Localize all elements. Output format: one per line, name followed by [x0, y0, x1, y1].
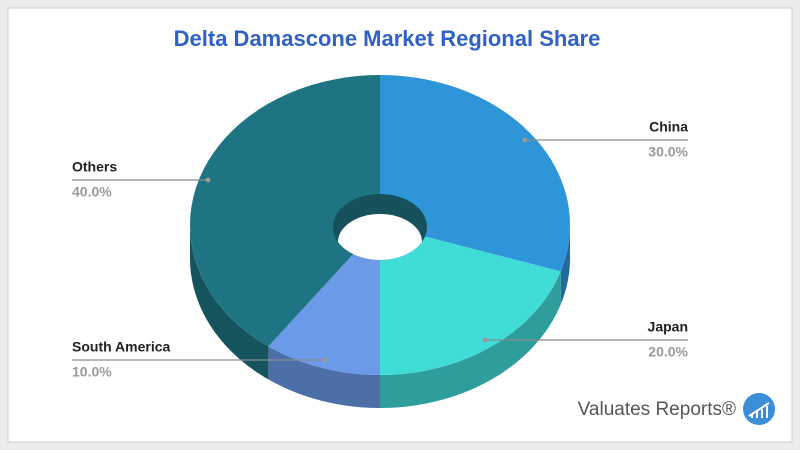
- leader-dot: [322, 357, 328, 363]
- slice-side: [560, 225, 570, 305]
- leader-dot: [482, 337, 488, 343]
- value-label: 40.0%: [72, 184, 112, 200]
- slice-side: [380, 271, 561, 408]
- value-label: 20.0%: [648, 344, 688, 360]
- slice-shade: [380, 271, 561, 408]
- legend-label: Japan: [648, 319, 688, 335]
- legend-label: South America: [72, 339, 170, 355]
- chart-title: Delta Damascone Market Regional Share: [174, 26, 601, 51]
- hole: [338, 214, 422, 260]
- watermark: Valuates Reports®: [578, 399, 736, 420]
- slice-side: [268, 346, 380, 408]
- logo: [743, 393, 775, 425]
- leader-dot: [205, 177, 211, 183]
- value-label: 30.0%: [648, 144, 688, 160]
- leader-dot: [522, 137, 528, 143]
- slice: [380, 75, 570, 272]
- legend-label: Others: [72, 159, 117, 175]
- legend-label: China: [649, 119, 688, 135]
- slice-shade: [268, 346, 380, 408]
- slice: [190, 75, 380, 347]
- slice: [268, 225, 380, 375]
- slice: [380, 225, 561, 375]
- slice-shade: [560, 225, 570, 305]
- slice-shade: [190, 225, 269, 380]
- value-label: 10.0%: [72, 364, 112, 380]
- slice-side: [190, 225, 269, 380]
